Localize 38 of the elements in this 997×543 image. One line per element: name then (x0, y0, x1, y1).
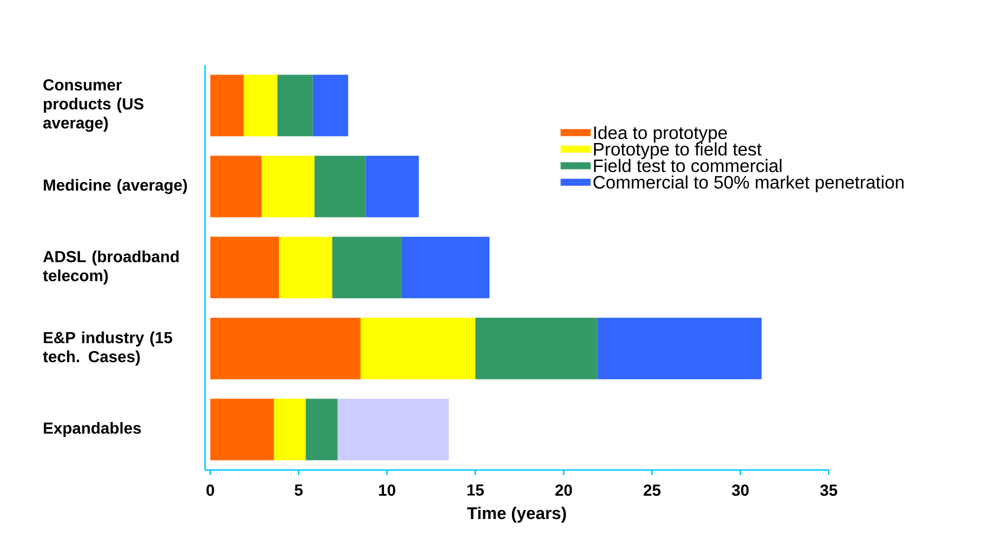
bar (401, 236, 490, 298)
bar (314, 156, 366, 218)
x-tick-label: 30 (732, 484, 749, 496)
legend-label: Commercial to 50% market penetration (594, 175, 904, 192)
bar (360, 318, 476, 380)
x-tick-label: 25 (644, 484, 661, 496)
bar (279, 236, 332, 298)
bar (262, 156, 315, 218)
y-tick-label: E&P industry (15 tech. Cases) (43, 332, 172, 366)
legend-label: Field test to commercial (594, 158, 782, 172)
x-tick-label: 15 (467, 484, 484, 496)
bar (332, 236, 402, 298)
y-tick-label: Expandables (44, 422, 141, 437)
x-tick-label: 10 (379, 484, 396, 496)
legend-label: Prototype to field test (594, 142, 762, 160)
bar (210, 236, 280, 298)
bar (312, 74, 348, 136)
bar (277, 74, 313, 136)
bar (210, 74, 244, 136)
y-tick-label: Medicine (average) (44, 179, 187, 194)
x-tick-label: 20 (555, 484, 572, 496)
bar (338, 398, 449, 460)
bar (210, 318, 360, 380)
x-tick-label: 5 (294, 484, 303, 496)
bar (306, 398, 338, 460)
bar (210, 398, 274, 460)
bar (597, 318, 762, 380)
bar (274, 398, 306, 460)
legend-label: Idea to prototype (594, 126, 727, 143)
bar (210, 156, 262, 218)
bar (244, 74, 278, 136)
x-axis-title: Time (years) (467, 506, 566, 523)
bar (366, 156, 419, 218)
y-tick-label: ADSL (broadband telecom) (43, 250, 179, 284)
x-tick-label: 35 (820, 484, 838, 496)
y-tick-label: Consumer products (US average) (43, 79, 144, 132)
x-tick-label: 0 (206, 484, 214, 496)
bar (475, 318, 598, 380)
